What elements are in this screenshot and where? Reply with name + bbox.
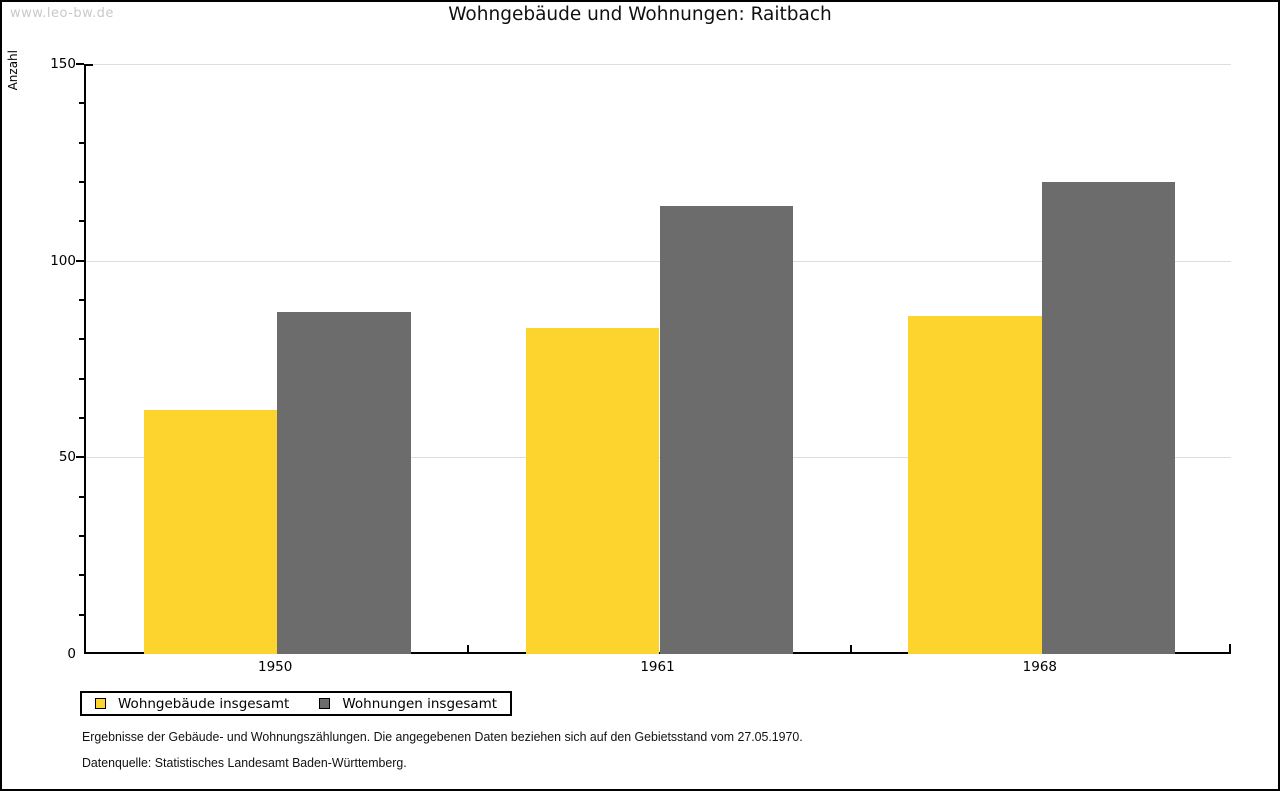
legend-label: Wohnungen insgesamt <box>342 695 498 712</box>
gridline-100 <box>86 261 1231 262</box>
footnote-data-source: Datenquelle: Statistisches Landesamt Bad… <box>82 755 407 770</box>
y-minor-tick <box>79 102 84 104</box>
y-major-tick <box>76 456 84 458</box>
y-minor-tick <box>79 535 84 537</box>
legend-label: Wohngebäude insgesamt <box>118 695 290 712</box>
y-tick-label-100: 100 <box>50 253 76 269</box>
footnote-source-note: Ergebnisse der Gebäude- und Wohnungszähl… <box>82 729 803 744</box>
y-tick-label-150: 150 <box>50 56 76 72</box>
y-minor-tick <box>79 574 84 576</box>
bar-1961-series-0 <box>526 327 660 654</box>
y-minor-tick <box>79 417 84 419</box>
legend-swatch-gray-icon <box>319 698 331 709</box>
y-minor-tick <box>79 299 84 301</box>
x-axis-boundary-tick <box>850 645 852 654</box>
bar-1968-series-0 <box>908 315 1042 654</box>
legend-item-wohngebaeude: Wohngebäude insgesamt <box>95 696 289 712</box>
bar-1961-series-1 <box>659 205 793 654</box>
bar-1968-series-1 <box>1041 182 1176 654</box>
x-tick-label-1950: 1950 <box>257 659 293 675</box>
y-tick-label-50: 50 <box>58 449 76 465</box>
y-axis-top-cap <box>86 64 93 66</box>
y-major-tick <box>76 260 84 262</box>
x-axis-end-cap <box>1229 644 1231 654</box>
bar-1950-series-0 <box>143 410 278 654</box>
gridline-150 <box>86 64 1231 65</box>
y-minor-tick <box>79 338 84 340</box>
x-tick-label-1968: 1968 <box>1022 659 1057 675</box>
legend-item-wohnungen: Wohnungen insgesamt <box>319 696 497 712</box>
watermark: www.leo-bw.de <box>10 6 114 21</box>
x-tick-label-1961: 1961 <box>640 659 675 675</box>
y-minor-tick <box>79 378 84 380</box>
x-axis-boundary-tick <box>467 645 469 654</box>
y-minor-tick <box>79 496 84 498</box>
y-minor-tick <box>79 614 84 616</box>
plot-area <box>76 63 1231 654</box>
y-minor-tick <box>79 181 84 183</box>
y-minor-tick <box>79 220 84 222</box>
chart-title: Wohngebäude und Wohnungen: Raitbach <box>448 4 832 25</box>
bar-1950-series-1 <box>277 311 411 654</box>
y-minor-tick <box>79 142 84 144</box>
y-major-tick <box>76 63 84 65</box>
legend-swatch-yellow-icon <box>95 698 106 709</box>
legend: Wohngebäude insgesamt Wohnungen insgesam… <box>80 691 513 716</box>
y-tick-label-0: 0 <box>67 646 76 662</box>
